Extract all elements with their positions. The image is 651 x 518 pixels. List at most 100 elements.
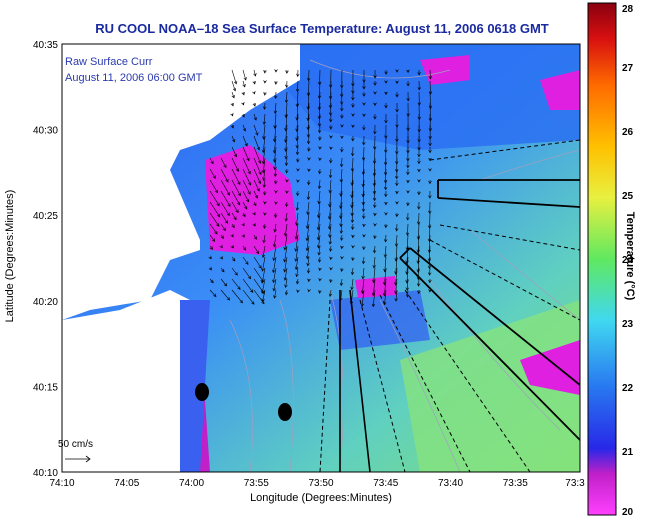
current-vector — [231, 201, 239, 214]
current-vector — [231, 289, 243, 304]
current-vector — [328, 168, 333, 179]
current-vector — [428, 80, 433, 95]
current-vector — [231, 80, 237, 92]
current-vector — [360, 289, 365, 308]
survey-lines — [319, 139, 580, 472]
current-vector — [307, 146, 311, 152]
current-vector — [274, 179, 278, 185]
current-vector — [306, 201, 310, 216]
station-marker — [278, 403, 292, 421]
current-vector — [208, 255, 212, 260]
current-vector — [262, 168, 266, 181]
current-vector — [242, 157, 251, 175]
current-vector — [416, 256, 420, 273]
current-vector — [340, 234, 344, 241]
current-vector — [285, 80, 289, 89]
warm-water-patch — [400, 300, 580, 472]
current-vector — [231, 179, 241, 197]
current-vector — [274, 91, 278, 99]
current-vector — [417, 190, 421, 196]
current-vector — [428, 190, 432, 199]
cool-water-patch — [330, 290, 430, 350]
current-vector — [253, 190, 258, 199]
current-vector — [253, 69, 257, 77]
current-vector — [340, 146, 344, 153]
current-vector — [306, 69, 311, 82]
current-vector — [306, 135, 311, 145]
current-vector — [350, 278, 354, 291]
current-vector — [427, 245, 432, 262]
current-vector — [296, 69, 300, 78]
current-vector — [252, 223, 256, 227]
current-vector — [263, 223, 267, 229]
current-vector — [340, 113, 344, 119]
current-vector — [329, 146, 333, 151]
current-vector — [261, 157, 266, 174]
current-vector — [272, 256, 277, 274]
current-vector — [253, 135, 260, 151]
current-vector — [209, 190, 220, 207]
current-vector — [373, 102, 377, 107]
current-vector — [230, 233, 234, 238]
current-vector — [220, 179, 230, 196]
current-vector — [384, 102, 388, 109]
colorbar-tick-label: 26 — [622, 127, 634, 138]
current-vector — [395, 168, 399, 180]
current-vector — [220, 168, 229, 183]
current-vector — [340, 102, 344, 112]
current-vector — [428, 168, 432, 172]
current-vector — [350, 168, 354, 186]
current-vector — [329, 113, 333, 123]
current-vector — [428, 69, 432, 80]
current-vector — [361, 168, 365, 188]
current-vector — [417, 157, 421, 165]
colorbar-tick-label: 25 — [622, 191, 634, 202]
current-vector — [340, 267, 344, 272]
current-vector — [209, 278, 214, 284]
current-vector — [295, 201, 299, 211]
current-vector — [305, 234, 310, 252]
current-vector — [395, 179, 399, 187]
x-tick-label: 74:00 — [179, 478, 204, 489]
current-vector — [241, 101, 245, 106]
current-vector — [263, 91, 267, 96]
current-vector — [231, 223, 235, 229]
x-tick-label: 73:40 — [438, 478, 463, 489]
current-vector — [373, 201, 377, 209]
current-vector — [428, 157, 432, 162]
current-vector — [361, 179, 365, 198]
current-vector — [384, 80, 388, 84]
current-vector — [209, 168, 216, 179]
current-vector — [241, 234, 245, 238]
current-vector — [318, 168, 322, 175]
current-vector — [295, 278, 300, 285]
colorbar-tick-label: 21 — [622, 447, 634, 458]
current-vector — [273, 168, 278, 178]
current-vector — [220, 201, 230, 217]
current-vector — [252, 102, 256, 107]
current-vector — [231, 278, 241, 290]
current-vector — [273, 223, 277, 233]
current-vector — [406, 179, 410, 184]
current-vector — [283, 267, 288, 281]
current-vector — [231, 256, 236, 262]
current-vector — [307, 288, 311, 293]
cool-water-patch — [250, 44, 580, 150]
current-vector — [362, 91, 366, 97]
current-vector — [262, 113, 266, 125]
current-vector — [284, 212, 288, 222]
current-vector — [295, 267, 299, 278]
colorbar-tick-label: 20 — [622, 507, 634, 518]
current-vector — [361, 201, 366, 213]
current-vector — [383, 179, 388, 191]
current-vector — [373, 124, 377, 135]
current-vector — [351, 102, 355, 108]
current-vector — [362, 113, 366, 118]
current-vector — [208, 266, 212, 271]
cloud-mask — [205, 145, 300, 255]
current-vector — [231, 135, 236, 143]
current-vector — [242, 190, 250, 203]
current-vector — [253, 256, 262, 269]
colorbar-tick-label: 28 — [622, 4, 634, 15]
current-vector — [329, 135, 333, 139]
